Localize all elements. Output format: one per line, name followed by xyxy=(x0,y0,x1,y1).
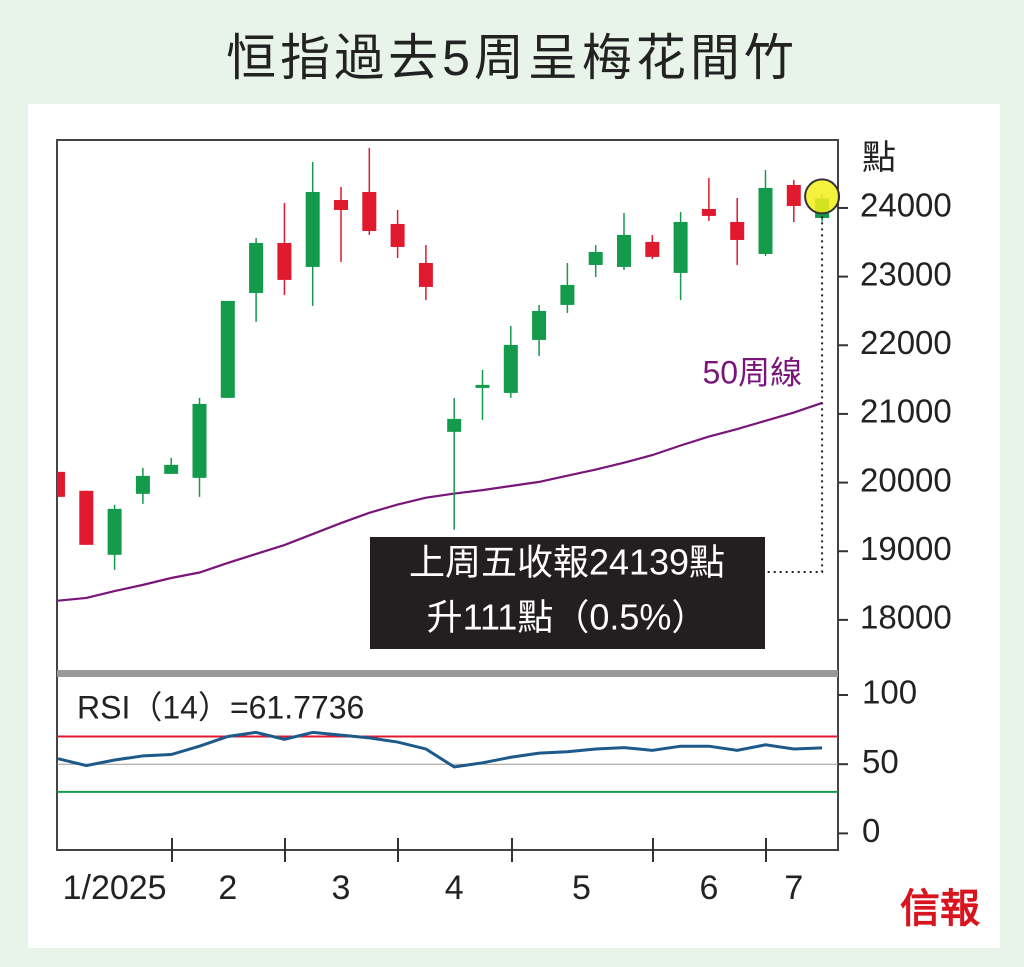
candle-body xyxy=(588,251,603,265)
x-tick-label: 5 xyxy=(572,869,591,907)
candle-body xyxy=(220,300,235,398)
candle-body xyxy=(701,208,716,216)
y-tick-label: 24000 xyxy=(860,187,952,224)
rsi-title: RSI（14）=61.7736 xyxy=(77,689,364,725)
candle-body xyxy=(617,234,631,267)
candle-body xyxy=(79,490,94,545)
series-label: 50周線 xyxy=(702,354,802,390)
rsi-line xyxy=(57,730,823,769)
x-tick-label: 7 xyxy=(784,869,803,907)
source-logo: 信報 xyxy=(900,885,980,932)
candle-body xyxy=(758,187,773,254)
y-tick-label: 0 xyxy=(862,812,880,849)
annotation-box xyxy=(370,537,765,649)
candle-body xyxy=(249,242,264,293)
x-tick-label: 2 xyxy=(218,869,237,907)
y-tick-label: 22000 xyxy=(860,324,952,361)
x-tick-label: 3 xyxy=(332,869,351,907)
chart-title: 恒指過去5周呈梅花間竹 xyxy=(226,30,798,86)
candle-body xyxy=(730,221,745,240)
y-tick-label: 23000 xyxy=(860,255,952,292)
candle-body xyxy=(532,310,547,340)
candle-body xyxy=(447,418,462,432)
x-ticks xyxy=(171,838,767,862)
x-tick-label: 6 xyxy=(699,869,718,907)
candle-body xyxy=(135,475,150,494)
y-tick-label: 19000 xyxy=(860,530,952,567)
candle-body xyxy=(305,191,320,267)
candle-body xyxy=(334,200,348,210)
x-tick-label: 4 xyxy=(445,869,464,907)
candle-body xyxy=(57,471,65,497)
candle-body xyxy=(475,384,490,388)
x-tick-label: 1/2025 xyxy=(63,869,167,907)
candle-body xyxy=(192,403,207,478)
candle-body xyxy=(503,344,518,393)
y-tick-label: 100 xyxy=(862,674,917,711)
annotation: 升111點（0.5%） xyxy=(427,597,708,638)
leader-line xyxy=(765,216,824,573)
candle-body xyxy=(673,221,688,273)
candle-body xyxy=(390,223,405,247)
y-tick-label: 21000 xyxy=(860,393,952,430)
highlight xyxy=(804,178,841,215)
candle-body xyxy=(786,184,801,207)
y-tick-label: 18000 xyxy=(860,599,952,636)
candle-body xyxy=(645,241,660,257)
candle-body xyxy=(164,464,179,474)
candle-body xyxy=(418,262,433,287)
candle-body xyxy=(362,191,377,231)
candle-body xyxy=(107,508,122,555)
annotation: 上周五收報24139點 xyxy=(409,542,725,583)
candle-body xyxy=(560,284,575,305)
panel xyxy=(28,104,1000,948)
moving-average xyxy=(57,401,823,602)
y-tick-label: 50 xyxy=(862,743,899,780)
separator xyxy=(57,670,838,677)
candle-body xyxy=(277,242,292,280)
y-axis-label: 點 xyxy=(862,139,896,177)
y-tick-label: 20000 xyxy=(860,461,952,498)
